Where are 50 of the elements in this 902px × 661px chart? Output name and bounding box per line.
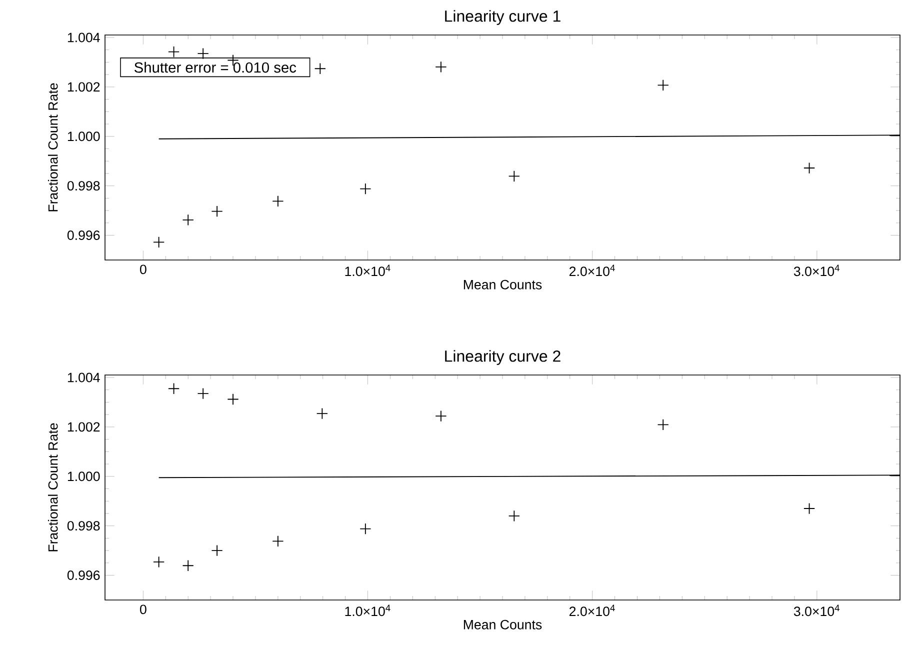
x-tick-label: 2.0×10$^{4}$ [570,604,615,616]
point [182,560,194,572]
point [435,61,447,73]
point [153,236,165,248]
y-axis-title: Fractional Count Rate [48,83,58,212]
point [316,408,328,420]
point [272,195,284,207]
point [314,62,326,74]
y-tick-label: 1.004 [68,372,100,382]
point [168,382,180,394]
point [435,410,447,422]
point [657,418,669,431]
x-tick-label: 3.0×10$^{4}$ [794,604,840,616]
point [272,535,284,547]
point [803,502,816,514]
point [197,48,209,60]
annotation: Shutter error = 0.010 sec [134,62,296,73]
y-tick-label: 1.000 [68,132,100,142]
point [211,205,223,218]
x-tick-label: 3.0×10$^{4}$ [794,264,840,276]
y-tick-label: 1.002 [68,82,100,92]
x-axis-title: Mean Counts [464,280,542,290]
y-tick-label: 0.998 [67,181,100,191]
point [360,182,372,195]
y-tick-label: 0.996 [67,570,100,580]
point [211,544,223,556]
chart-title: Linearity curve 1 [445,10,560,25]
y-tick-label: 1.002 [68,422,100,432]
point [182,214,194,226]
point [803,162,816,174]
y-tick-label: 0.996 [67,230,100,240]
y-tick-label: 0.998 [67,521,100,531]
x-axis-title: Mean Counts [464,620,542,630]
point [508,510,520,522]
y-axis-title: Fractional Count Rate [48,423,58,552]
point [153,556,165,568]
y-tick-label: 1.004 [68,32,100,42]
point [508,170,520,182]
x-tick-label: 0 [140,264,146,274]
x-tick-label: 0 [140,604,146,614]
point [168,46,180,58]
chart-title: Linearity curve 2 [445,350,560,365]
y-tick-label: 1.000 [68,472,100,482]
point [360,522,372,535]
x-tick-label: 2.0×10$^{4}$ [570,264,615,276]
point [657,79,669,92]
x-tick-label: 1.0×10$^{4}$ [345,604,390,616]
point [197,388,209,400]
x-tick-label: 1.0×10$^{4}$ [345,264,390,276]
point [227,393,239,406]
